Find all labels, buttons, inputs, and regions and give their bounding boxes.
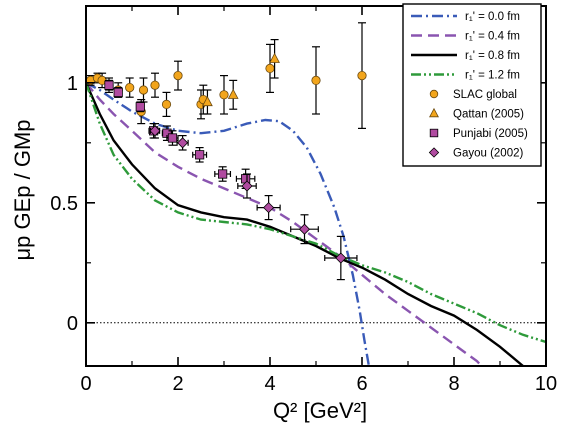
data-point-0-14 [265, 63, 275, 74]
curve-1 [86, 82, 483, 366]
legend-label-curve-0: r₁' = 0.0 fm [465, 11, 520, 23]
data-point-3-1 [177, 137, 189, 149]
legend-marker-1 [429, 107, 439, 118]
legend: r₁' = 0.0 fm r₁' = 0.4 fm r₁' = 0.8 fm r₁' … [402, 3, 542, 167]
data-point-3-2 [241, 180, 253, 192]
data-point-2-0 [104, 80, 114, 90]
data-points [86, 22, 367, 281]
curve-0 [86, 81, 371, 366]
data-point-2-5 [167, 133, 178, 143]
data-point-2-6 [195, 150, 205, 160]
data-point-0-16 [357, 71, 367, 81]
data-point-2-1 [113, 87, 123, 97]
legend-label-series-3: Gayou (2002) [453, 148, 523, 160]
x-tick-label: 10 [535, 373, 557, 395]
data-point-0-7 [138, 85, 149, 95]
y-tick-label: 0 [67, 313, 78, 335]
x-tick-label: 6 [356, 373, 367, 395]
data-point-0-8 [150, 80, 160, 90]
data-point-0-10 [173, 71, 183, 81]
data-point-0-13 [219, 90, 229, 100]
legend-marker-0 [429, 89, 439, 99]
x-tick-label: 4 [264, 373, 275, 395]
legend-label-series-0: SLAC global [453, 89, 517, 101]
y-axis-label: μp GEp / GMp [10, 119, 35, 260]
data-point-1-0 [202, 95, 213, 107]
legend-label-curve-3: r₁' = 1.2 fm [465, 70, 520, 82]
x-tick-label: 2 [172, 373, 183, 395]
data-point-0-9 [161, 99, 172, 110]
legend-label-series-2: Punjabi (2005) [453, 128, 528, 140]
data-point-3-4 [298, 223, 311, 235]
y-tick-label: 1 [67, 73, 78, 95]
data-point-3-5 [335, 252, 347, 264]
legend-box [402, 3, 542, 167]
data-point-3-0 [149, 125, 161, 137]
legend-label-curve-1: r₁' = 0.4 fm [465, 31, 520, 43]
data-point-0-5 [125, 83, 135, 93]
x-tick-label: 0 [80, 373, 91, 395]
legend-marker-3 [428, 147, 440, 158]
legend-label-series-1: Qattan (2005) [453, 109, 524, 121]
x-tick-label: 8 [448, 373, 459, 395]
data-point-2-8 [241, 174, 251, 184]
data-point-3-3 [263, 202, 275, 214]
data-point-2-7 [218, 169, 228, 179]
y-tick-label: 0.5 [50, 193, 78, 215]
x-axis-label: Q² [GeV²] [273, 398, 367, 423]
legend-label-curve-2: r₁' = 0.8 fm [465, 50, 520, 62]
data-point-0-15 [311, 75, 321, 86]
legend-marker-2 [429, 128, 439, 138]
data-point-2-2 [135, 102, 145, 112]
data-point-1-1 [227, 88, 239, 99]
data-point-1-2 [269, 52, 280, 63]
